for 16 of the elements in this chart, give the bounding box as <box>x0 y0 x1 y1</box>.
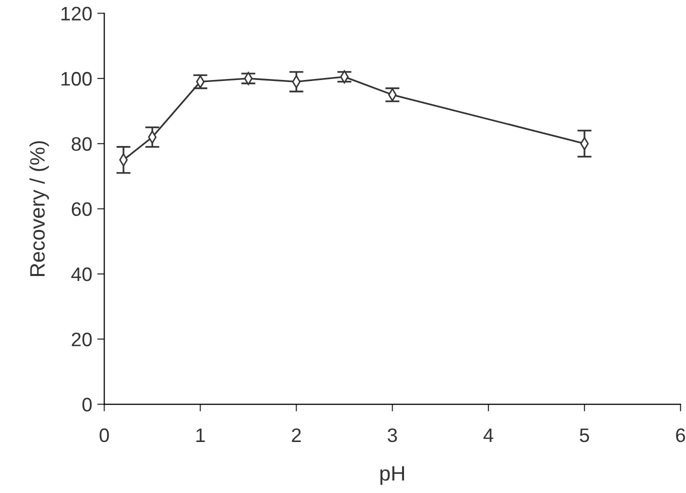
x-tick-label: 3 <box>388 428 397 442</box>
x-tick-label: 6 <box>676 428 686 442</box>
y-tick-label: 120 <box>62 6 92 21</box>
y-axis-title: Recovery / (%) <box>29 141 49 276</box>
x-tick-label: 2 <box>292 428 301 442</box>
x-axis-title: pH <box>380 466 404 485</box>
y-tick-label: 40 <box>71 267 92 282</box>
x-tick-label: 4 <box>483 428 494 442</box>
x-tick-label: 0 <box>100 428 109 442</box>
y-tick-label: 100 <box>62 72 92 86</box>
x-tick-label: 5 <box>580 428 590 442</box>
y-tick-label: 0 <box>82 398 92 412</box>
y-tick-label: 80 <box>72 137 92 151</box>
x-tick-label: 1 <box>196 428 205 442</box>
y-tick-label: 60 <box>72 202 92 216</box>
y-tick-label: 20 <box>72 332 92 346</box>
